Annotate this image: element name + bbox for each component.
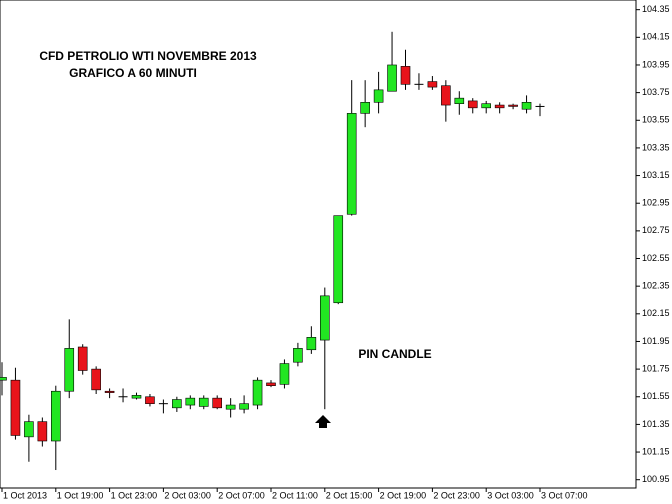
candle-body (64, 348, 75, 392)
candle-body (360, 102, 370, 114)
y-tick-label: 102.55 (642, 253, 670, 263)
candle-body (427, 81, 438, 88)
candle-body (185, 397, 196, 406)
x-tick-label: 2 Oct 19:00 (380, 490, 427, 500)
annotation: PIN CANDLE (358, 347, 431, 361)
candle-body (266, 382, 276, 386)
x-tick-label: 1 Oct 2013 (3, 490, 47, 500)
y-tick-label: 103.35 (642, 142, 670, 152)
candle-body (333, 215, 344, 304)
candle-body (293, 348, 303, 363)
candle-body (37, 421, 48, 442)
candle-body (279, 363, 290, 385)
candle-body (319, 295, 330, 341)
candle-body (212, 397, 222, 409)
candle-body (494, 104, 505, 109)
candle-body (77, 346, 88, 371)
x-tick-label: 1 Oct 19:00 (57, 490, 104, 500)
candle-body (172, 399, 182, 409)
y-tick-label: 103.55 (642, 115, 670, 125)
candle-body (306, 337, 317, 351)
y-tick-label: 101.75 (642, 363, 670, 373)
candle-body (50, 390, 61, 442)
x-tick-label: 1 Oct 23:00 (111, 490, 158, 500)
x-tick-label: 2 Oct 03:00 (164, 490, 211, 500)
chart-subtitle: GRAFICO A 60 MINUTI (69, 66, 197, 80)
candle-body (91, 368, 101, 391)
candle-body (252, 379, 263, 406)
candle-body (441, 85, 451, 106)
candle-body (454, 97, 465, 104)
candle-body (508, 104, 518, 107)
arrow (315, 415, 331, 428)
plot-frame (0, 0, 637, 489)
y-tick-label: 104.15 (642, 32, 670, 42)
candle-body (387, 64, 397, 92)
y-tick-label: 101.95 (642, 336, 670, 346)
candle-body (145, 396, 155, 404)
candle-body (400, 66, 411, 85)
candle-body (521, 102, 532, 110)
candle-body (198, 397, 209, 407)
y-tick-label: 101.55 (642, 391, 670, 401)
candle-body (24, 421, 34, 438)
y-tick-label: 103.15 (642, 170, 670, 180)
candle-body (467, 100, 478, 109)
x-tick-label: 2 Oct 15:00 (326, 490, 373, 500)
chart-title: CFD PETROLIO WTI NOVEMBRE 2013 (39, 49, 257, 63)
y-tick-label: 102.75 (642, 225, 670, 235)
candle-body (373, 89, 384, 103)
x-tick-label: 3 Oct 03:00 (487, 490, 534, 500)
candle-body (0, 377, 7, 381)
candle-body (131, 395, 142, 399)
x-tick-label: 2 Oct 23:00 (433, 490, 480, 500)
x-tick-label: 2 Oct 11:00 (272, 490, 318, 500)
y-tick-label: 102.35 (642, 281, 670, 291)
x-tick-label: 2 Oct 07:00 (218, 490, 265, 500)
y-tick-label: 104.35 (642, 4, 670, 14)
candle-body (239, 403, 249, 410)
y-tick-label: 103.95 (642, 59, 670, 69)
y-tick-label: 100.95 (642, 474, 670, 484)
candle-body (10, 379, 21, 436)
candle-body (481, 103, 492, 109)
y-tick-label: 103.75 (642, 87, 670, 97)
candle-body (225, 404, 236, 410)
x-tick-label: 3 Oct 07:00 (541, 490, 588, 500)
y-tick-label: 102.95 (642, 198, 670, 208)
y-tick-label: 102.15 (642, 308, 670, 318)
candle-body (346, 113, 357, 215)
candle-body (104, 390, 115, 393)
y-tick-label: 101.35 (642, 419, 670, 429)
y-tick-label: 101.15 (642, 446, 670, 456)
